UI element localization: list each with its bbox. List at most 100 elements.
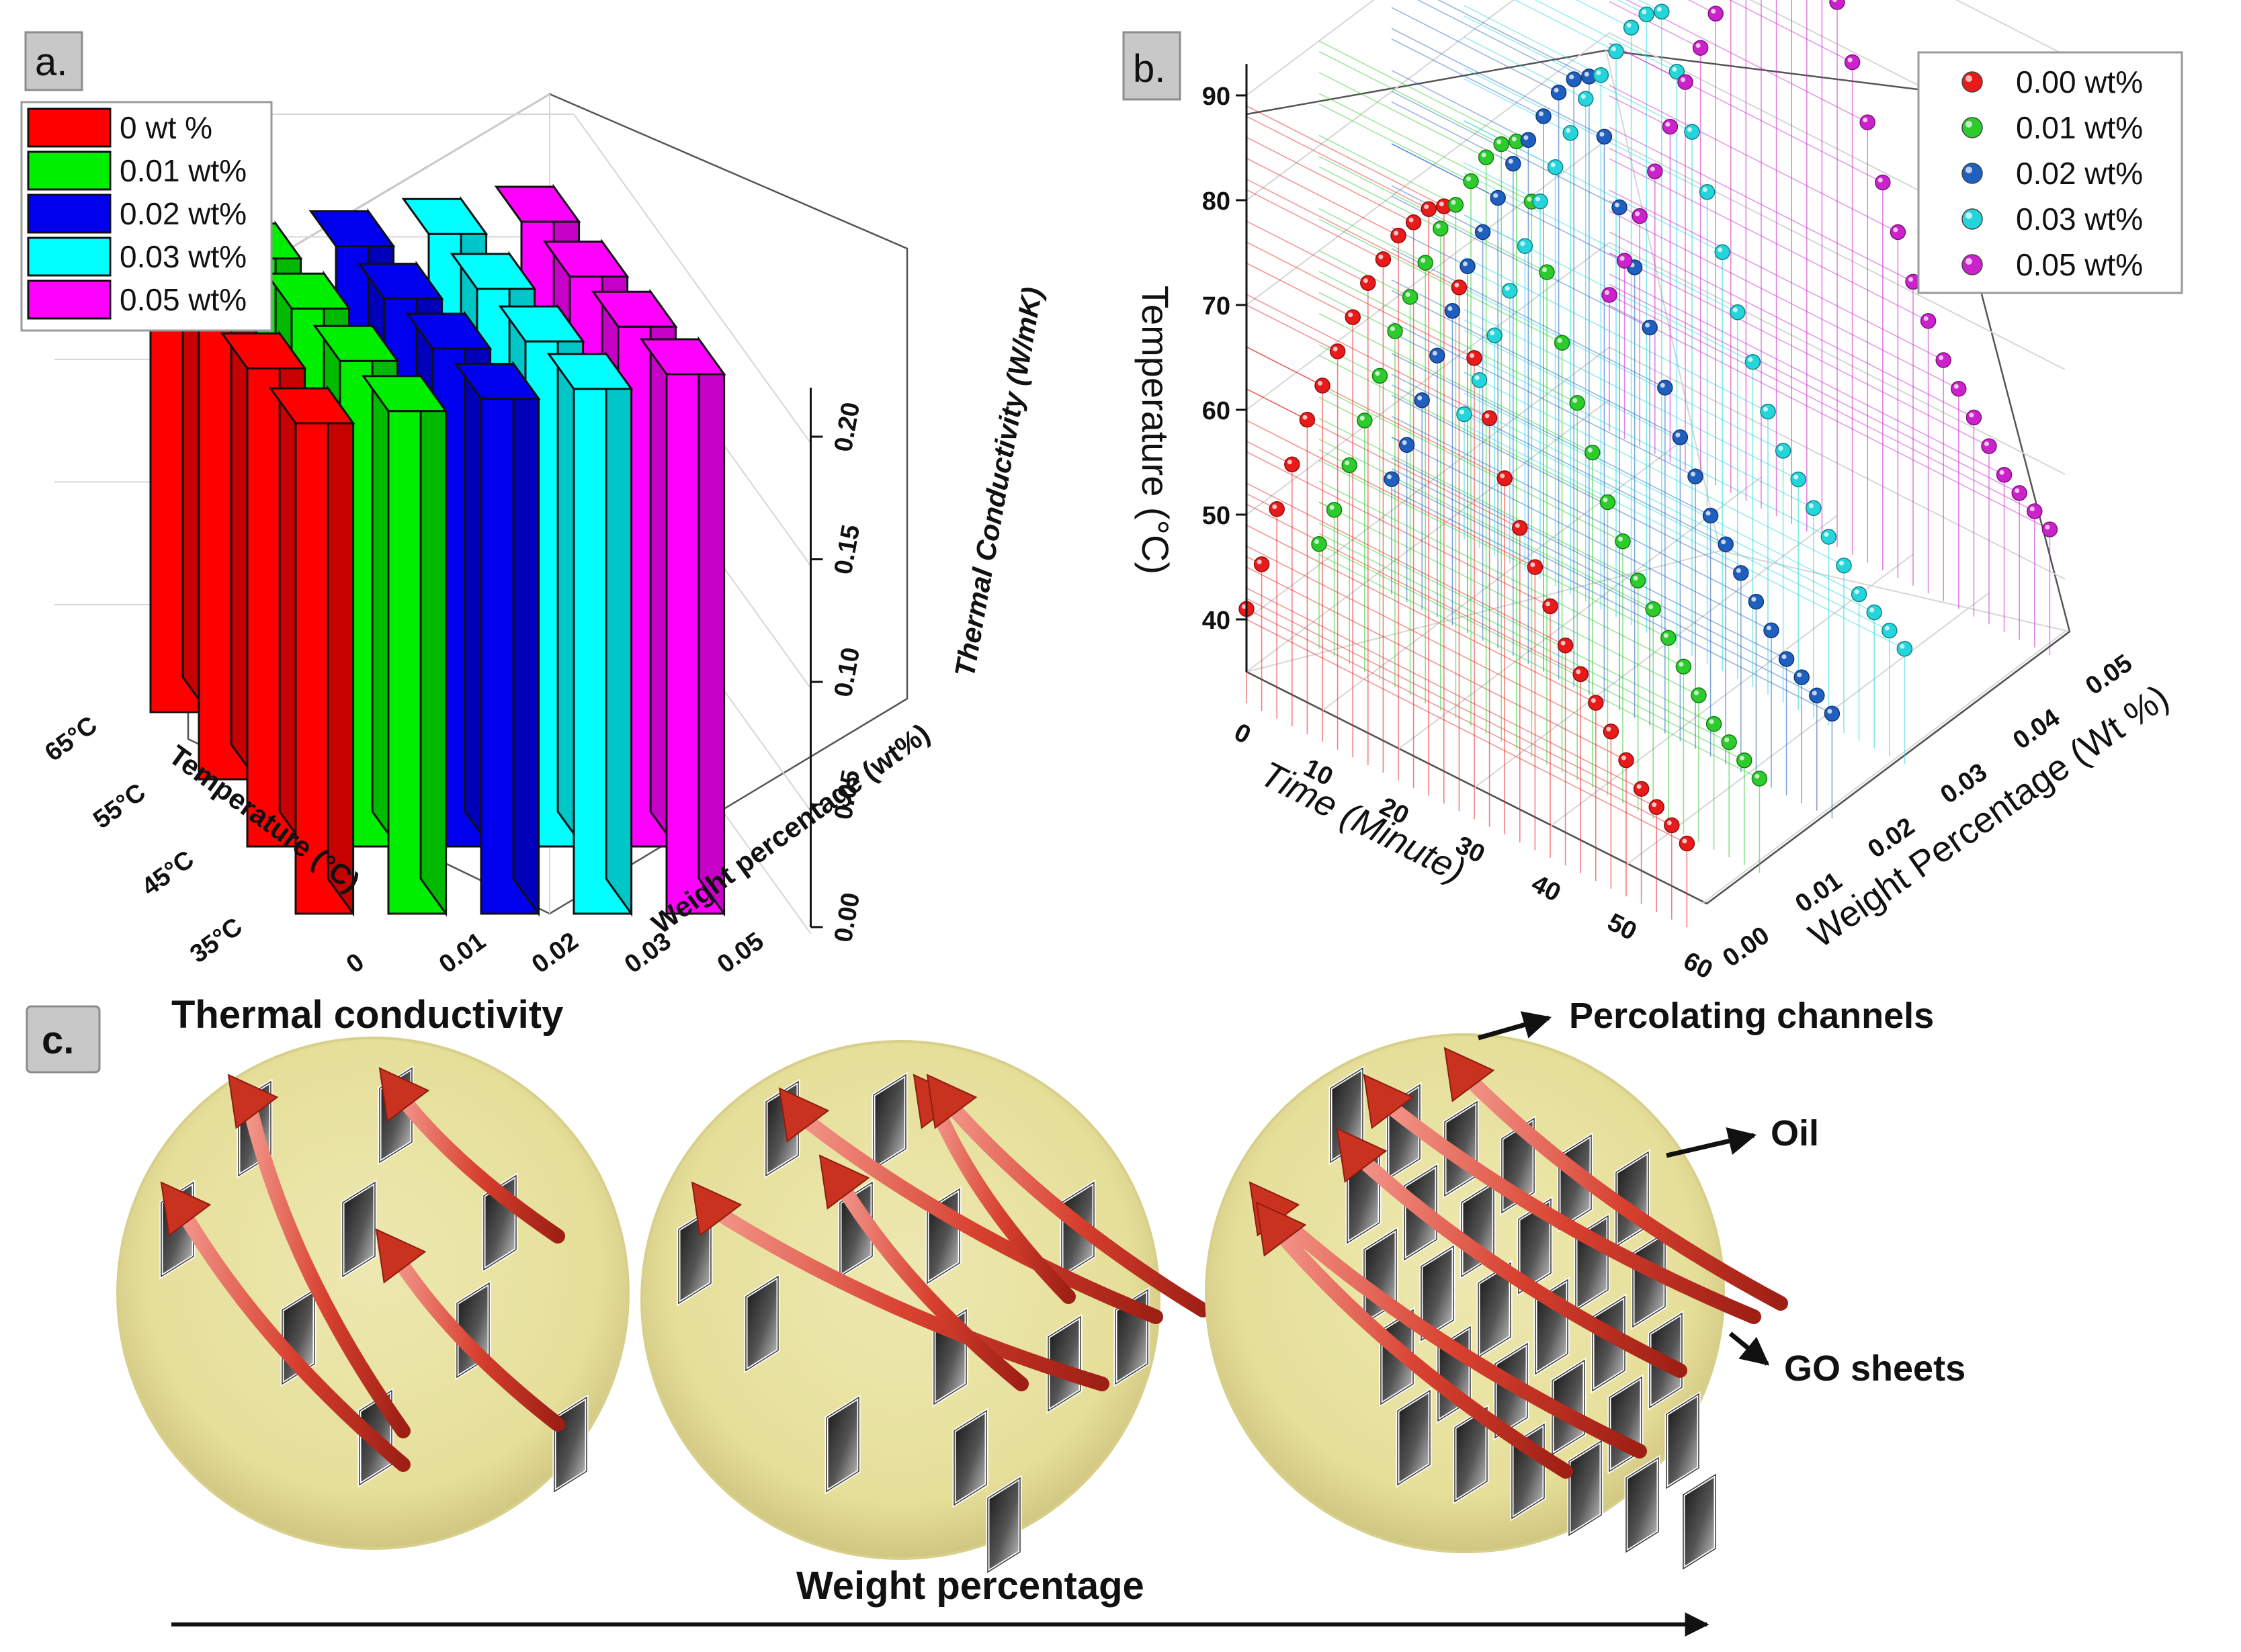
point-highlight (1272, 504, 1277, 509)
panel-b-proj-line (1246, 388, 1521, 529)
point-highlight (1599, 132, 1605, 137)
callout-oil-arrow (1666, 1127, 1757, 1158)
point-ball (1890, 224, 1906, 241)
arrow-head (778, 1087, 830, 1143)
point-ball (1456, 406, 1472, 423)
panel-b-proj-line (1318, 533, 1730, 743)
panel-b-proj-line (1609, 304, 2050, 530)
panel-b-proj-line (1318, 460, 1669, 639)
point-0-02-wt- (1809, 687, 1825, 703)
point-ball (1253, 556, 1270, 572)
panel-b-legend-highlight (1965, 167, 1972, 173)
panel-a-legend: 0 wt % 0.01 wt% 0.02 wt% 0.03 wt% 0.05 wt% (20, 101, 273, 332)
point-ball (1630, 572, 1646, 589)
point-ball (1557, 637, 1574, 654)
point-highlight (1466, 176, 1471, 181)
point-highlight (1652, 802, 1657, 808)
panel-b-proj-line (1609, 42, 1884, 183)
point-ball (1647, 163, 1663, 179)
point-highlight (1615, 202, 1619, 208)
point-0-05-wt- (1677, 74, 1693, 90)
point-0-02-wt- (1733, 565, 1749, 581)
bar-side-face (419, 373, 448, 917)
point-highlight (2015, 488, 2020, 493)
point-highlight (1500, 473, 1505, 478)
point-highlight (1672, 67, 1677, 72)
panel-b-proj-line (1318, 166, 1441, 229)
panel-b-proj-line (1318, 134, 1456, 206)
point-0-02-wt- (1444, 303, 1461, 319)
point-highlight (1387, 474, 1392, 480)
panel-b-proj-line (1246, 179, 1460, 288)
point-0-02-wt- (1763, 622, 1779, 639)
panel-a-x-tick-label: 35°C (185, 912, 247, 969)
point-0-02-wt- (1642, 319, 1658, 336)
point-highlight (1257, 559, 1262, 564)
go-sheet (824, 1394, 861, 1495)
point-highlight (1378, 254, 1384, 259)
point-ball (1387, 323, 1403, 339)
go-sheet-outline (483, 1174, 517, 1271)
panel-b-proj-line (1609, 158, 1929, 322)
point-highlight (1660, 383, 1665, 388)
arrow-shaft (389, 1249, 565, 1432)
go-sheet-outline (1421, 1245, 1454, 1342)
panel-a-legend-swatch (27, 150, 112, 191)
go-sheet-outline (282, 1289, 315, 1385)
arrow-shaft (833, 1175, 1029, 1391)
point-0-02-wt- (1748, 593, 1765, 610)
point-ball (1474, 224, 1491, 241)
point-0-02-wt- (1505, 155, 1521, 172)
panel-b-proj-line (1832, 0, 1838, 3)
panel-b-proj-line (1464, 403, 1875, 613)
panel-b-proj-line (1464, 288, 1783, 451)
panel-a-tag-box (24, 31, 83, 91)
point-ball (1375, 251, 1392, 267)
panel-b-proj-line (1318, 554, 1760, 779)
panel-b-z-tick-label: 60 (1202, 397, 1230, 425)
panel-b-proj-line (1609, 126, 1914, 283)
point-0-02-wt- (1702, 507, 1719, 524)
point-ball (1638, 6, 1654, 23)
point-ball (1707, 5, 1724, 22)
panel-b-proj-line (1609, 1, 1701, 48)
point-highlight (1718, 247, 1723, 253)
point-0-00-wt- (1618, 752, 1634, 769)
panel-b-drop-lines (1246, 0, 2051, 928)
panel-b-proj-line (1417, 0, 1574, 80)
point-ball (1920, 312, 1937, 329)
panel-b-proj-line (1391, 353, 1711, 517)
go-sheet-outline (1568, 1440, 1602, 1536)
panel-a-bar3d-chart: a. 0.00 0.05 0.10 0.15 0.20 Thermal Conducti… (20, 31, 1048, 979)
arrow-shaft (940, 1094, 1210, 1317)
point-ball (1851, 586, 1867, 603)
point-ball (1542, 598, 1558, 615)
point-highlight (1984, 441, 1989, 447)
point-0-03-wt- (1790, 471, 1806, 488)
point-0-03-wt- (1851, 586, 1867, 603)
point-ball (1633, 781, 1650, 797)
bar-top-face (498, 305, 585, 343)
point-0-02-wt- (1657, 380, 1673, 396)
point-highlight (1827, 709, 1832, 714)
panel-b-proj-line (1391, 415, 1757, 603)
bar-top-face (546, 353, 634, 390)
point-highlight (1580, 94, 1586, 99)
go-sheet-outline (1494, 1342, 1528, 1439)
panel-b-proj-line (1318, 396, 1365, 421)
panel-b-proj-line (1609, 294, 2035, 512)
panel-a-x-tick-label: 45°C (136, 845, 199, 902)
panel-b-z-tick-label: 50 (1202, 502, 1230, 530)
panel-b-proj-line (1318, 103, 1472, 182)
panel-b-proj-line (1318, 93, 1532, 202)
percolation-arrow (227, 1074, 411, 1438)
go-sheet-outline (1061, 1181, 1095, 1278)
point-ball (1554, 335, 1570, 351)
point-0-02-wt- (1778, 651, 1795, 667)
arrow-head (1255, 1201, 1307, 1257)
point-ball (1859, 114, 1875, 130)
point-highlight (1375, 371, 1380, 376)
point-0-01-wt- (1311, 536, 1327, 552)
point-highlight (1302, 415, 1308, 420)
panel-b-proj-line (1318, 72, 1486, 159)
